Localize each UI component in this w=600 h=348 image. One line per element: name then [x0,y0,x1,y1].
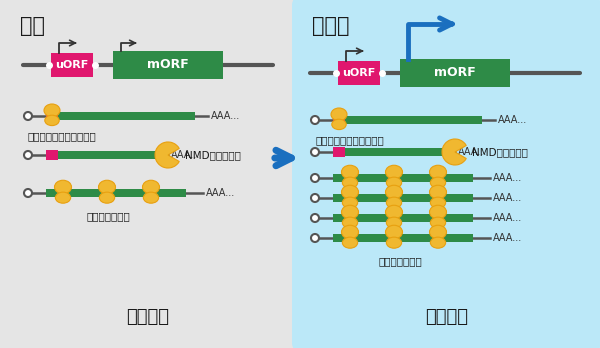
Text: AAA...: AAA... [493,233,522,243]
Circle shape [311,234,319,242]
Ellipse shape [45,115,59,126]
Bar [337,148,442,156]
Text: uORF: uORF [55,60,89,70]
Wedge shape [155,142,179,168]
Text: AAA...: AAA... [493,193,522,203]
Ellipse shape [386,205,403,219]
Text: タンパク質合成: タンパク質合成 [378,256,422,266]
Ellipse shape [430,165,446,179]
Bar [50,112,195,120]
Text: uORF: uORF [343,68,376,78]
Ellipse shape [331,108,347,121]
Ellipse shape [98,180,115,194]
Text: 暗所: 暗所 [20,16,45,36]
Ellipse shape [430,197,446,208]
Bar [50,151,155,159]
Ellipse shape [332,119,346,129]
Ellipse shape [341,185,359,199]
FancyBboxPatch shape [0,0,295,348]
Bar [333,234,473,242]
Ellipse shape [341,165,359,179]
Text: AAA...: AAA... [498,115,527,125]
FancyBboxPatch shape [292,0,600,348]
Circle shape [311,148,319,156]
Bar [400,59,510,87]
Bar [338,61,380,85]
Ellipse shape [341,225,359,239]
Circle shape [24,189,32,197]
Bar [333,115,345,125]
Ellipse shape [55,180,71,194]
Text: mORF: mORF [147,58,189,71]
Ellipse shape [386,165,403,179]
Circle shape [311,214,319,222]
Text: 青色光: 青色光 [312,16,349,36]
Ellipse shape [430,217,446,228]
Ellipse shape [44,104,60,117]
Bar [333,174,473,182]
Circle shape [24,151,32,159]
Bar [333,194,473,202]
Ellipse shape [386,177,401,188]
Bar [51,53,93,77]
Ellipse shape [430,205,446,219]
Circle shape [311,174,319,182]
Text: 高い発現: 高い発現 [425,308,469,326]
Text: AAA...: AAA... [206,188,235,198]
Text: NMDによる分解: NMDによる分解 [472,147,528,157]
Ellipse shape [343,217,358,228]
Ellipse shape [386,217,401,228]
Bar [333,147,345,157]
Ellipse shape [386,185,403,199]
Ellipse shape [100,192,115,203]
Text: タンパク質合成: タンパク質合成 [86,211,130,221]
Ellipse shape [386,237,401,248]
Ellipse shape [143,180,160,194]
Text: リボソームの停滞か乖離: リボソームの停滞か乖離 [315,135,384,145]
Text: AAA...: AAA... [493,173,522,183]
Text: NMDによる分解: NMDによる分解 [185,150,241,160]
Bar [46,189,186,197]
Ellipse shape [430,185,446,199]
Bar [46,111,58,121]
Ellipse shape [343,237,358,248]
Ellipse shape [343,197,358,208]
Text: AAA...: AAA... [211,111,240,121]
Text: リボソームの停滞か乖離: リボソームの停滞か乖離 [28,131,97,141]
Ellipse shape [430,177,446,188]
Wedge shape [442,139,466,165]
Text: AAA...: AAA... [493,213,522,223]
Text: 低い発現: 低い発現 [127,308,170,326]
Ellipse shape [343,177,358,188]
Bar [113,51,223,79]
Bar [337,116,482,124]
Ellipse shape [55,192,71,203]
Circle shape [311,194,319,202]
Circle shape [24,112,32,120]
Ellipse shape [341,205,359,219]
Circle shape [311,116,319,124]
Text: mORF: mORF [434,66,476,79]
Bar [333,214,473,222]
Ellipse shape [430,237,446,248]
Bar [46,150,58,160]
Text: AAA...: AAA... [458,147,487,157]
Text: AAA...: AAA... [171,150,200,160]
Ellipse shape [143,192,158,203]
Ellipse shape [430,225,446,239]
Ellipse shape [386,225,403,239]
Ellipse shape [386,197,401,208]
